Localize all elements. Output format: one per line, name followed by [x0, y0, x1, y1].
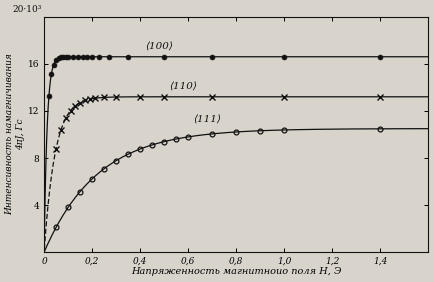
X-axis label: Напряженность магнитноuо поля Н, Э: Напряженность магнитноuо поля Н, Э	[131, 267, 342, 276]
Y-axis label: Интенсивность намагничивания
4πJ, Гс: Интенсивность намагничивания 4πJ, Гс	[6, 54, 25, 215]
Text: ⟨110⟩: ⟨110⟩	[169, 81, 197, 91]
Text: ⟨111⟩: ⟨111⟩	[193, 114, 221, 124]
Text: ⟨100⟩: ⟨100⟩	[145, 41, 173, 50]
Text: 20·10³: 20·10³	[12, 5, 42, 14]
